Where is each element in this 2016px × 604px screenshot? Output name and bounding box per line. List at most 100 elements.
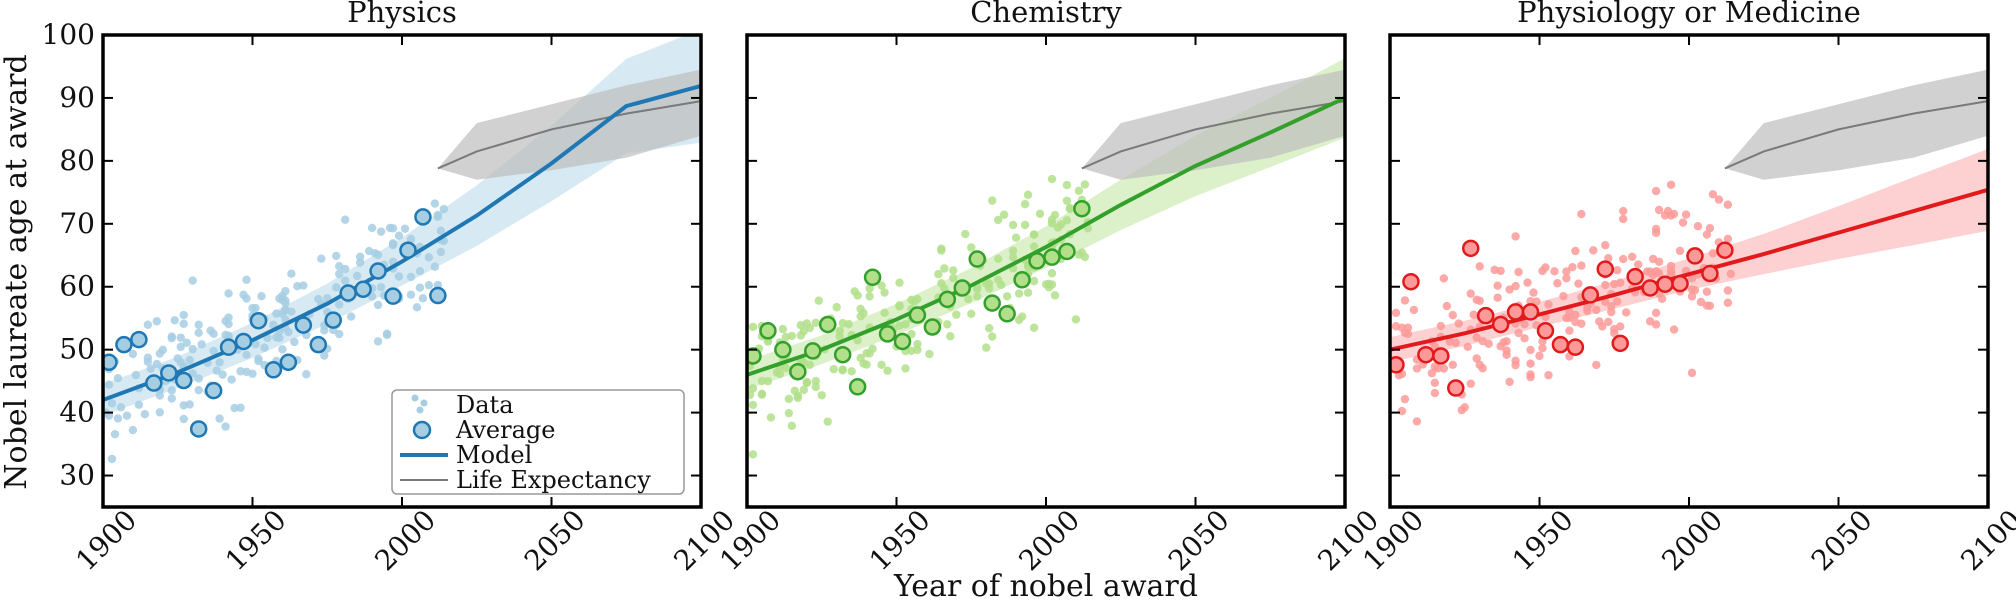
data-point xyxy=(943,320,952,329)
data-point xyxy=(1062,216,1072,225)
average-point xyxy=(309,335,328,354)
data-point xyxy=(1080,180,1090,189)
x-tick-label: 2050 xyxy=(1162,503,1236,577)
average-point xyxy=(1716,241,1734,259)
data-point xyxy=(167,386,176,395)
data-point xyxy=(1633,260,1643,269)
average-point xyxy=(339,284,357,302)
average-point xyxy=(923,318,942,336)
data-point xyxy=(1696,297,1706,307)
data-point xyxy=(430,262,440,271)
panel-title: Chemistry xyxy=(970,0,1122,29)
legend-box xyxy=(391,389,685,495)
data-point xyxy=(1523,278,1532,287)
average-point xyxy=(354,280,372,299)
average-point xyxy=(1671,274,1689,293)
average-point xyxy=(145,374,163,392)
data-point xyxy=(179,401,188,410)
average-point xyxy=(1611,334,1629,353)
data-point xyxy=(335,329,344,339)
data-point xyxy=(984,284,994,293)
data-point xyxy=(355,252,365,261)
data-point xyxy=(1400,296,1410,305)
y-tick-label: 80 xyxy=(59,144,95,177)
data-point xyxy=(1403,323,1413,332)
data-point xyxy=(853,291,862,300)
data-point xyxy=(155,349,165,358)
data-point xyxy=(973,292,982,301)
average-point xyxy=(1656,275,1674,293)
legend-swatch-data xyxy=(411,394,419,402)
data-point xyxy=(433,210,443,220)
x-tick-label: 1950 xyxy=(1506,503,1580,577)
data-point xyxy=(179,414,188,424)
data-point xyxy=(964,294,973,304)
data-point xyxy=(335,269,344,279)
data-point xyxy=(940,264,949,273)
data-point xyxy=(1412,417,1422,426)
data-point xyxy=(1526,359,1535,368)
data-point xyxy=(1687,292,1697,301)
data-point xyxy=(1047,269,1057,278)
data-point xyxy=(1550,267,1559,276)
data-point xyxy=(946,332,955,341)
legend-label: Model xyxy=(456,441,532,469)
data-point xyxy=(221,316,230,326)
legend-swatch-data xyxy=(416,406,424,414)
data-point xyxy=(1604,317,1613,327)
data-point xyxy=(880,308,889,318)
data-point xyxy=(1613,266,1622,275)
data-point xyxy=(104,380,114,389)
data-point xyxy=(1574,279,1583,288)
data-point xyxy=(1526,370,1535,379)
data-point xyxy=(1708,190,1718,199)
data-point xyxy=(913,339,922,349)
data-point xyxy=(430,199,440,208)
data-point xyxy=(961,229,970,239)
data-point xyxy=(877,281,886,290)
data-point xyxy=(346,312,356,321)
average-point xyxy=(953,279,972,297)
data-point xyxy=(340,276,350,285)
average-point xyxy=(1626,267,1644,286)
data-point xyxy=(814,296,823,305)
data-point xyxy=(1451,338,1460,348)
average-point xyxy=(833,345,852,364)
data-point xyxy=(787,421,797,431)
data-point xyxy=(436,247,446,257)
data-point xyxy=(747,390,755,399)
data-point xyxy=(406,234,416,244)
data-point xyxy=(1592,305,1601,315)
data-point xyxy=(1562,274,1571,283)
data-point xyxy=(215,358,224,367)
data-point xyxy=(257,292,266,301)
data-point xyxy=(332,283,341,292)
y-tick-label: 100 xyxy=(42,18,95,51)
data-point xyxy=(376,282,386,292)
data-point xyxy=(1029,323,1039,332)
data-point xyxy=(1505,377,1514,387)
data-point xyxy=(242,350,251,360)
data-point xyxy=(937,244,946,253)
data-point xyxy=(1472,295,1481,304)
data-point xyxy=(1604,254,1613,263)
data-point xyxy=(1457,405,1466,415)
data-point xyxy=(949,266,958,275)
average-point xyxy=(1491,315,1510,334)
data-point xyxy=(817,391,826,400)
data-point xyxy=(973,285,982,294)
data-point xyxy=(140,410,150,419)
data-point xyxy=(1035,209,1045,219)
data-point xyxy=(910,297,919,306)
data-point xyxy=(436,226,446,235)
average-point xyxy=(1581,286,1600,304)
data-point xyxy=(1687,274,1697,283)
x-tick-label: 1950 xyxy=(863,503,937,577)
data-point xyxy=(925,349,934,359)
data-point xyxy=(179,310,188,320)
data-point xyxy=(1080,252,1090,262)
data-point xyxy=(1619,254,1628,264)
data-point xyxy=(1029,242,1039,251)
average-point xyxy=(1566,338,1585,356)
